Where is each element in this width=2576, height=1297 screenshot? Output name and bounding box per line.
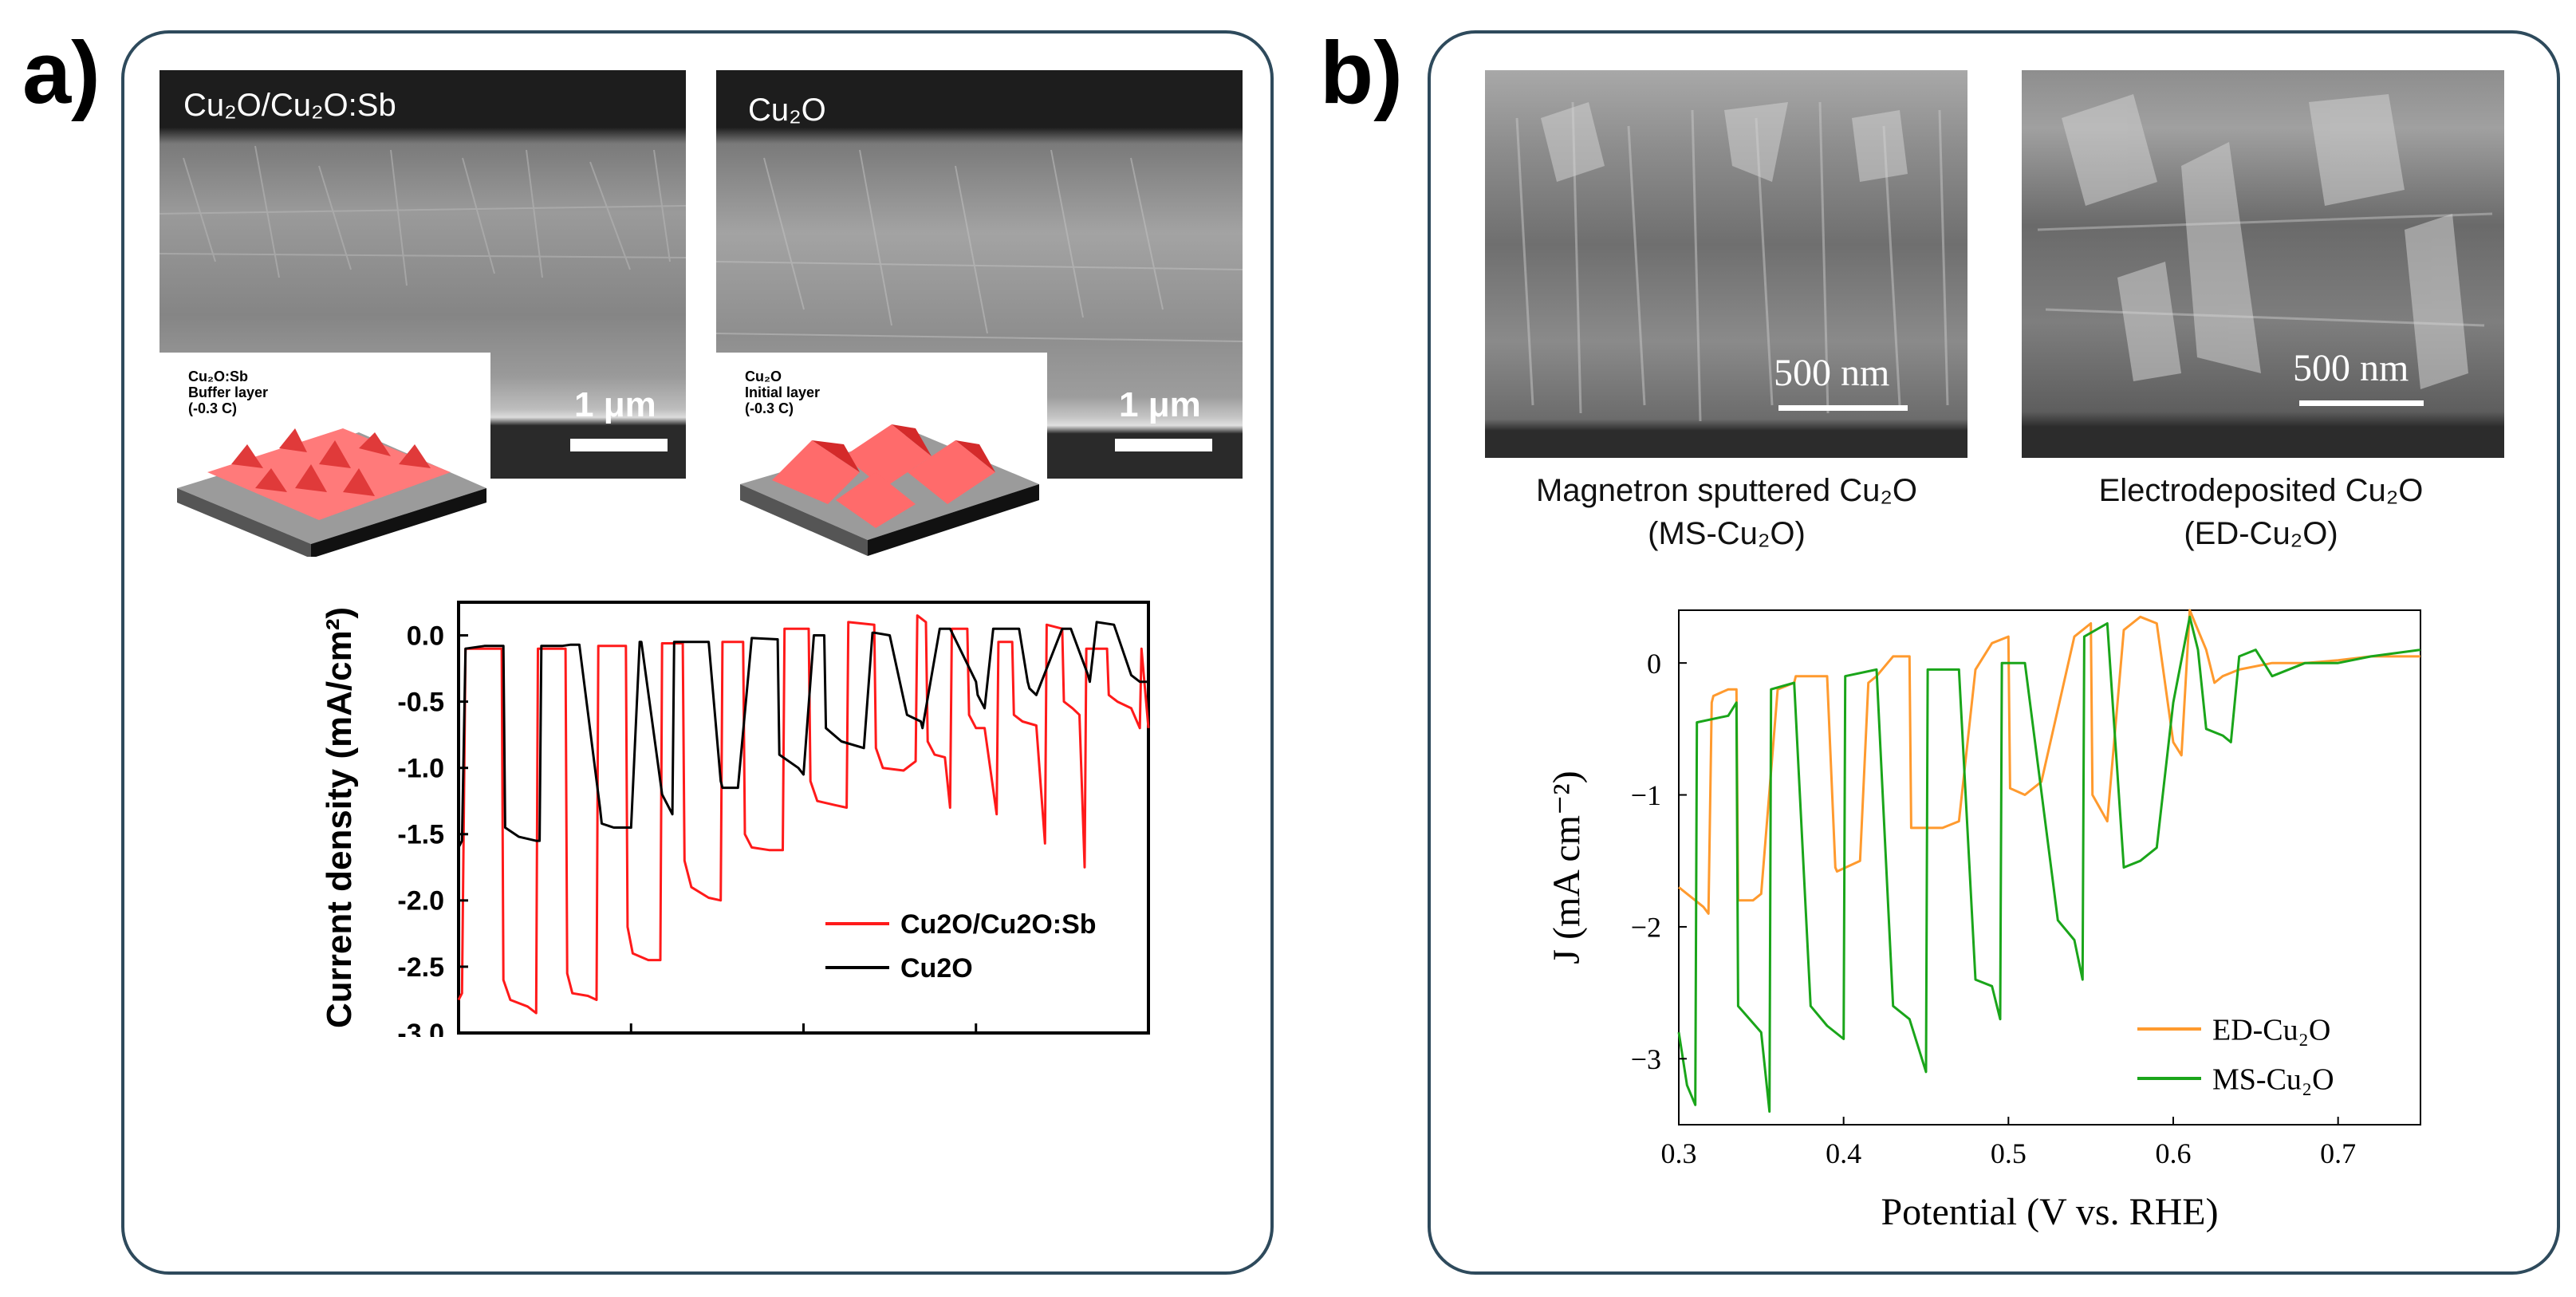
caption-left-b-line1: Magnetron sputtered Cu₂O bbox=[1535, 473, 1917, 508]
caption-right-b-line2: (ED-Cu₂O) bbox=[2184, 516, 2338, 551]
sem-texture-left-a bbox=[160, 145, 686, 286]
x-tick-label: 0.4 bbox=[1826, 1137, 1861, 1169]
sem-image-left-a: Cu₂O/Cu₂O:Sb 1 μm bbox=[160, 70, 686, 479]
scale-label-right-b: 500 nm bbox=[2293, 347, 2409, 389]
x-tick-label: 0.7 bbox=[2320, 1137, 2356, 1169]
x-tick-label: 0.3 bbox=[1661, 1137, 1697, 1169]
x-tick-label: 0.5 bbox=[1991, 1137, 2027, 1169]
panel-b-label: b) bbox=[1320, 24, 1403, 122]
inset-block-left-a bbox=[177, 428, 486, 557]
y-tick-label: −1 bbox=[1631, 779, 1661, 811]
scale-label-left-a: 1 μm bbox=[574, 385, 656, 424]
series-line-0 bbox=[1678, 609, 2420, 915]
x-axis-label: Potential (V vs. RHE) bbox=[1881, 1191, 2218, 1233]
sem-title-left-a: Cu₂O/Cu₂O:Sb bbox=[183, 88, 396, 123]
caption-left-b: Magnetron sputtered Cu₂O (MS-Cu₂O) bbox=[1451, 469, 2002, 555]
legend-label-0: Cu2O/Cu2O:Sb bbox=[900, 909, 1097, 940]
series-line-1 bbox=[457, 621, 1148, 849]
sem-texture-right-b bbox=[2037, 94, 2493, 389]
y-tick-label: -3.0 bbox=[397, 1019, 444, 1037]
inset-schematic-right-a: Cu₂O Initial layer (-0.3 C) bbox=[716, 353, 1047, 557]
scale-label-left-b: 500 nm bbox=[1774, 352, 1890, 394]
series-line-0 bbox=[457, 614, 1150, 1015]
scale-bar-left-b bbox=[1778, 405, 1908, 411]
caption-right-b-line1: Electrodeposited Cu₂O bbox=[2098, 473, 2424, 508]
legend-label-1: Cu2O bbox=[900, 953, 973, 984]
legend-label-1: MS-Cu₂O bbox=[2212, 1062, 2334, 1096]
y-tick-label: -2.0 bbox=[397, 886, 444, 917]
chart-a: -0.2-0.10.00.10.20.0-0.5-1.0-1.5-2.0-2.5… bbox=[320, 601, 1150, 1037]
legend-label-0: ED-Cu₂O bbox=[2212, 1013, 2330, 1047]
caption-left-b-line2: (MS-Cu₂O) bbox=[1648, 516, 1806, 551]
y-tick-label: −2 bbox=[1631, 912, 1661, 944]
y-tick-label: 0 bbox=[1647, 648, 1661, 680]
x-tick-label: 0.6 bbox=[2156, 1137, 2192, 1169]
scale-bar-right-a bbox=[1115, 439, 1212, 451]
caption-right-b: Electrodeposited Cu₂O (ED-Cu₂O) bbox=[1986, 469, 2536, 555]
inset-text-left-a: Cu₂O:Sb Buffer layer (-0.3 C) bbox=[188, 369, 269, 416]
inset-schematic-left-a: Cu₂O:Sb Buffer layer (-0.3 C) bbox=[160, 353, 490, 557]
y-axis-label: Current density (mA/cm²) bbox=[320, 607, 359, 1028]
inset-block-right-a bbox=[740, 424, 1039, 556]
y-tick-label: -1.0 bbox=[397, 754, 444, 784]
plot-area-frame bbox=[1678, 609, 2421, 1126]
y-tick-label: -0.5 bbox=[397, 688, 444, 718]
panel-a-label: a) bbox=[22, 24, 100, 122]
scale-bar-right-b bbox=[2299, 400, 2424, 406]
sem-image-right-b: 500 nm bbox=[2022, 70, 2504, 458]
y-tick-label: -1.5 bbox=[397, 820, 444, 850]
sem-image-left-b: 500 nm bbox=[1485, 70, 1967, 458]
scale-bar-left-a bbox=[570, 439, 668, 451]
sem-title-right-a: Cu₂O bbox=[748, 93, 826, 128]
series-line-1 bbox=[1677, 615, 2421, 1113]
chart-b: 0.3 0.4 0.5 0.6 0.7 0 −1 −2 −3 Potential (V vs. R… bbox=[1546, 609, 2421, 1233]
y-tick-label: 0.0 bbox=[407, 621, 444, 651]
y-tick-label: −3 bbox=[1631, 1043, 1661, 1075]
sem-texture-left-b bbox=[1515, 101, 1949, 422]
sem-texture-right-a bbox=[716, 149, 1243, 342]
y-axis-label: J (mA cm⁻²) bbox=[1546, 771, 1588, 964]
inset-text-right-a: Cu₂O Initial layer (-0.3 C) bbox=[745, 369, 821, 416]
scale-label-right-a: 1 μm bbox=[1119, 385, 1201, 424]
y-tick-label: -2.5 bbox=[397, 952, 444, 983]
